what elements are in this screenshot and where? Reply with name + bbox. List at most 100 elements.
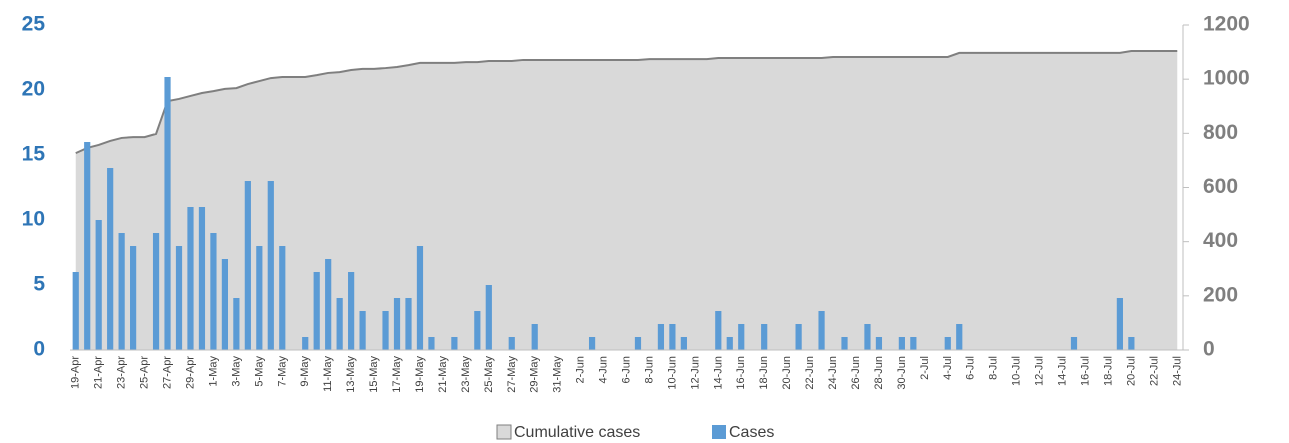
- bar: [233, 298, 240, 350]
- bar: [898, 337, 905, 350]
- x-tick-label: 23-Apr: [116, 356, 128, 389]
- bar: [1116, 298, 1123, 350]
- x-tick-label: 21-May: [437, 356, 449, 393]
- bar: [72, 272, 79, 350]
- x-tick-label: 20-Jul: [1125, 356, 1137, 386]
- x-tick-label: 15-May: [368, 356, 380, 393]
- bar: [130, 246, 137, 350]
- bar: [152, 233, 160, 350]
- x-tick-label: 27-Apr: [162, 356, 174, 389]
- x-tick-label: 30-Jun: [896, 356, 908, 390]
- x-tick-label: 24-Jul: [1171, 356, 1183, 386]
- bar: [405, 298, 412, 350]
- y-tick-label: 0: [33, 338, 45, 361]
- y2-tick-label: 1200: [1203, 13, 1250, 36]
- x-tick-label: 14-Jun: [712, 356, 724, 390]
- legend-label: Cumulative cases: [514, 424, 640, 441]
- x-tick-label: 14-Jul: [1057, 356, 1069, 386]
- bar: [164, 77, 171, 350]
- bar: [267, 181, 274, 350]
- bar: [910, 337, 917, 350]
- x-tick-label: 17-May: [391, 356, 403, 393]
- bar: [279, 246, 286, 350]
- bar: [244, 181, 251, 350]
- x-tick-label: 12-Jun: [689, 356, 701, 390]
- bar: [680, 337, 687, 350]
- bar: [588, 337, 596, 350]
- x-tick-label: 28-Jun: [873, 356, 885, 390]
- bar: [302, 337, 309, 350]
- bar: [657, 324, 665, 350]
- bar: [313, 272, 320, 350]
- bar: [382, 311, 389, 350]
- bar: [726, 337, 733, 350]
- x-tick-label: 13-May: [345, 356, 357, 393]
- x-tick-label: 7-May: [276, 356, 288, 387]
- x-tick-label: 27-May: [506, 356, 518, 393]
- bar: [325, 259, 332, 350]
- bar: [95, 220, 102, 350]
- bar: [875, 337, 883, 350]
- y-tick-label: 25: [22, 13, 46, 36]
- y-tick-label: 20: [22, 78, 45, 101]
- legend-swatch: [496, 424, 512, 440]
- x-tick-label: 24-Jun: [827, 356, 839, 390]
- bar: [198, 207, 206, 350]
- x-tick-label: 18-Jul: [1102, 356, 1114, 386]
- bar: [175, 246, 183, 350]
- x-tick-label: 4-Jul: [942, 356, 954, 380]
- y2-tick-label: 0: [1203, 338, 1215, 361]
- bar: [187, 207, 194, 350]
- x-tick-label: 25-Apr: [139, 356, 151, 389]
- bar: [864, 324, 871, 350]
- bar: [818, 311, 825, 350]
- bar: [118, 233, 125, 350]
- x-tick-label: 31-May: [552, 356, 564, 393]
- x-tick-label: 2-Jul: [919, 356, 931, 380]
- bar: [256, 246, 263, 350]
- bar: [416, 246, 424, 350]
- x-tick-label: 22-Jun: [804, 356, 816, 390]
- x-tick-label: 23-May: [460, 356, 472, 393]
- bar: [841, 337, 848, 350]
- legend-swatch: [712, 425, 726, 439]
- x-tick-label: 18-Jun: [758, 356, 770, 390]
- bar: [956, 324, 963, 350]
- y-tick-label: 5: [33, 273, 45, 296]
- x-tick-label: 19-Apr: [70, 356, 82, 389]
- bar: [107, 168, 114, 350]
- y2-tick-label: 600: [1203, 175, 1238, 198]
- x-tick-label: 20-Jun: [781, 356, 793, 390]
- bar: [738, 324, 745, 350]
- bar: [508, 337, 515, 350]
- bar: [210, 233, 217, 350]
- x-tick-label: 6-Jul: [965, 356, 977, 380]
- bar: [795, 324, 802, 350]
- bar: [84, 142, 91, 350]
- bar: [359, 311, 366, 350]
- y2-tick-label: 400: [1203, 229, 1238, 252]
- x-tick-label: 6-Jun: [621, 356, 633, 384]
- x-tick-label: 12-Jul: [1034, 356, 1046, 386]
- bar: [221, 259, 229, 350]
- bar: [393, 298, 401, 350]
- bar: [485, 285, 492, 350]
- area: [75, 51, 1178, 350]
- x-tick-label: 29-May: [529, 356, 541, 393]
- x-tick-label: 10-Jul: [1011, 356, 1023, 386]
- x-tick-label: 8-Jun: [643, 356, 655, 384]
- x-tick-label: 10-Jun: [666, 356, 678, 390]
- x-tick-label: 16-Jun: [735, 356, 747, 390]
- x-tick-label: 3-May: [230, 356, 242, 387]
- bar: [1128, 337, 1135, 350]
- bar: [944, 337, 951, 350]
- bar: [336, 298, 343, 350]
- bar: [428, 337, 435, 350]
- x-tick-label: 9-May: [299, 356, 311, 387]
- y-tick-label: 15: [22, 143, 46, 166]
- y2-tick-label: 200: [1203, 283, 1238, 306]
- x-tick-label: 8-Jul: [988, 356, 1000, 380]
- bar: [451, 337, 458, 350]
- x-tick-label: 11-May: [322, 356, 334, 392]
